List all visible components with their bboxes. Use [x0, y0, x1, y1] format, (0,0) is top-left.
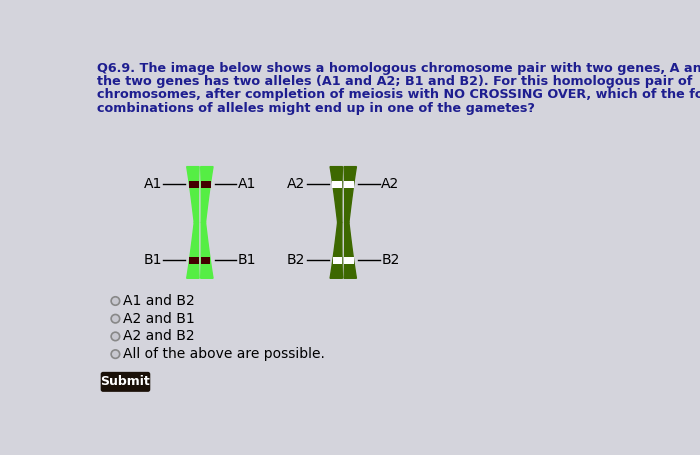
Text: Submit: Submit: [101, 375, 150, 389]
Text: combinations of alleles might end up in one of the gametes?: combinations of alleles might end up in …: [97, 101, 535, 115]
Text: A2: A2: [287, 177, 305, 192]
Bar: [332, 181, 342, 188]
Bar: [201, 257, 210, 264]
Text: A1 and B2: A1 and B2: [123, 294, 195, 308]
Text: A2 and B1: A2 and B1: [123, 312, 195, 326]
Circle shape: [111, 350, 120, 359]
FancyBboxPatch shape: [101, 372, 150, 392]
Polygon shape: [330, 222, 342, 278]
Text: Q6.9. The image below shows a homologous chromosome pair with two genes, A and B: Q6.9. The image below shows a homologous…: [97, 62, 700, 75]
Circle shape: [111, 332, 120, 341]
Bar: [190, 257, 199, 264]
Text: B2: B2: [287, 253, 305, 268]
Text: A2: A2: [382, 177, 400, 192]
Bar: [332, 257, 342, 264]
Polygon shape: [187, 222, 199, 278]
Polygon shape: [201, 222, 213, 278]
Polygon shape: [330, 167, 342, 222]
Text: B2: B2: [382, 253, 400, 268]
Circle shape: [111, 314, 120, 323]
Polygon shape: [187, 167, 199, 222]
Text: B1: B1: [144, 253, 162, 268]
Text: A1: A1: [144, 177, 162, 192]
Text: the two genes has two alleles (A1 and A2; B1 and B2). For this homologous pair o: the two genes has two alleles (A1 and A2…: [97, 76, 692, 88]
Text: All of the above are possible.: All of the above are possible.: [123, 347, 325, 361]
Bar: [189, 181, 199, 188]
Polygon shape: [201, 167, 213, 222]
Bar: [344, 257, 354, 264]
Text: chromosomes, after completion of meiosis with NO CROSSING OVER, which of the fol: chromosomes, after completion of meiosis…: [97, 88, 700, 101]
Polygon shape: [344, 167, 356, 222]
Bar: [344, 181, 354, 188]
Text: A1: A1: [238, 177, 256, 192]
Text: A2 and B2: A2 and B2: [123, 329, 195, 344]
Bar: [201, 181, 211, 188]
Text: B1: B1: [238, 253, 256, 268]
Circle shape: [111, 297, 120, 305]
Polygon shape: [344, 222, 356, 278]
